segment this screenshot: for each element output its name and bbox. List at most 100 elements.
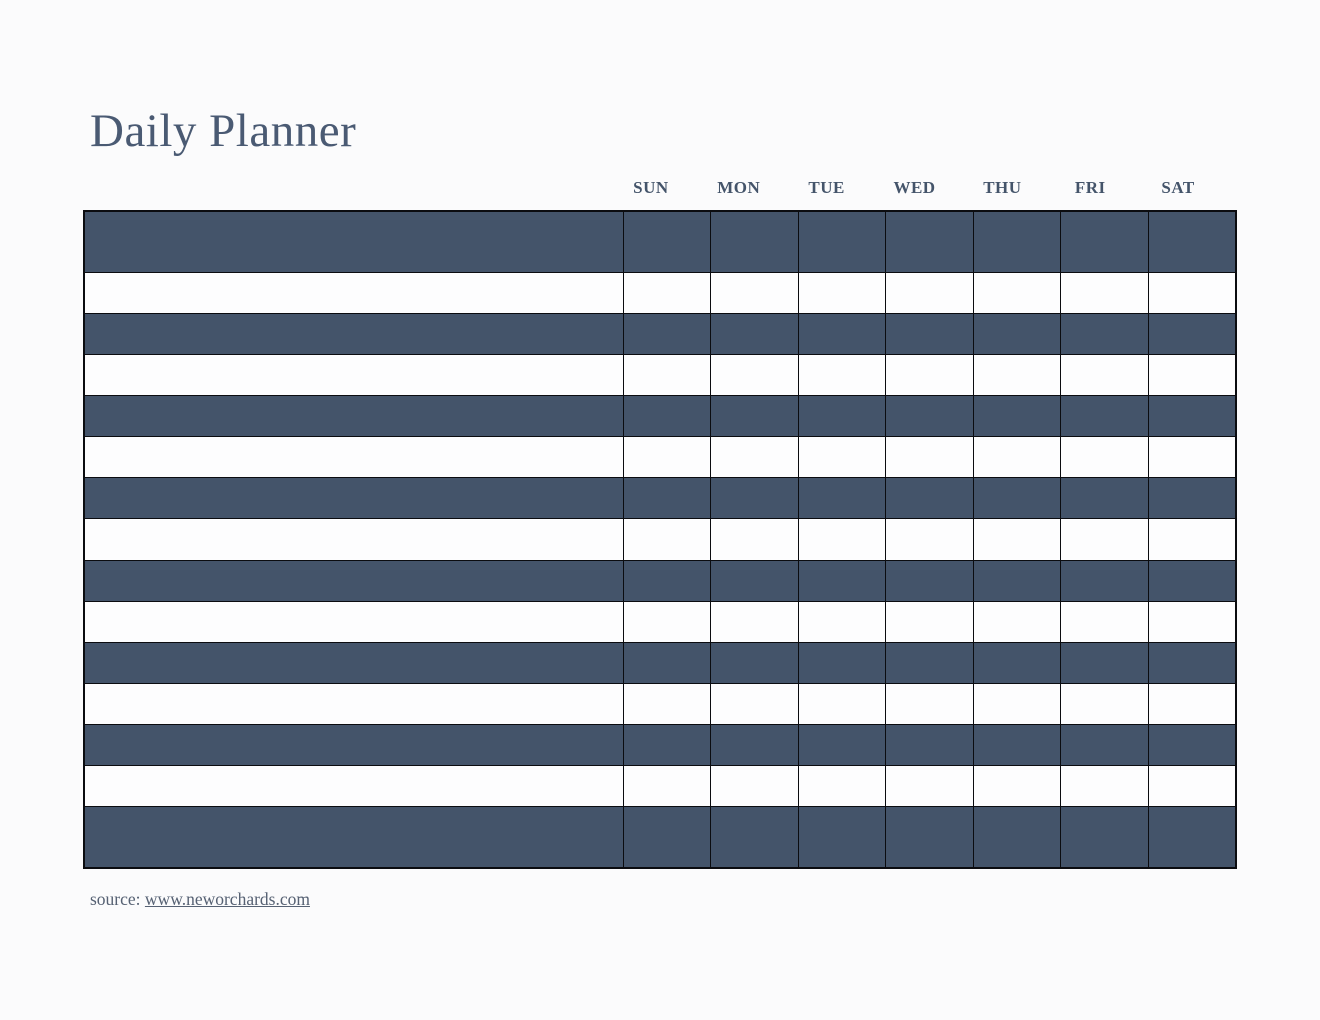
day-cell-fri: [1060, 477, 1149, 520]
day-cell-fri: [1060, 313, 1149, 356]
day-cell-wed: [885, 805, 974, 869]
day-cell-fri: [1060, 395, 1149, 438]
day-cell-fri: [1060, 723, 1149, 766]
planner-row: [83, 313, 1237, 356]
day-cell-mon: [710, 600, 799, 643]
day-cell-fri: [1060, 764, 1149, 807]
day-cell-sun: [622, 395, 712, 438]
task-cell: [83, 477, 624, 520]
task-cell: [83, 313, 624, 356]
source-line: source: www.neworchards.com: [90, 888, 310, 911]
day-cell-thu: [972, 518, 1062, 561]
day-header-sun: SUN: [633, 178, 669, 197]
day-cell-sat: [1147, 600, 1237, 643]
day-cell-thu: [972, 805, 1062, 869]
day-cell-sun: [622, 764, 712, 807]
day-cell-sun: [622, 641, 712, 684]
day-cell-fri: [1060, 641, 1149, 684]
day-cell-mon: [710, 436, 799, 479]
task-cell: [83, 436, 624, 479]
day-header-sat: SAT: [1161, 178, 1195, 197]
day-cell-sat: [1147, 805, 1237, 869]
day-cell-wed: [885, 477, 974, 520]
day-cell-mon: [710, 682, 799, 725]
planner-row: [83, 600, 1237, 643]
day-cell-sun: [622, 272, 712, 315]
day-cell-tue: [797, 436, 887, 479]
planner-row: [83, 723, 1237, 766]
day-cell-wed: [885, 600, 974, 643]
day-cell-sun: [622, 805, 712, 869]
task-cell: [83, 805, 624, 869]
day-cell-tue: [797, 764, 887, 807]
day-cell-wed: [885, 395, 974, 438]
day-cell-thu: [972, 272, 1062, 315]
day-cell-sat: [1147, 210, 1237, 274]
day-cell-tue: [797, 559, 887, 602]
planner-row: [83, 805, 1237, 869]
day-cell-wed: [885, 723, 974, 766]
day-cell-tue: [797, 313, 887, 356]
day-cell-mon: [710, 272, 799, 315]
day-cell-wed: [885, 682, 974, 725]
planner-row: [83, 436, 1237, 479]
source-label: source:: [90, 889, 145, 909]
day-cell-thu: [972, 559, 1062, 602]
day-cell-sun: [622, 477, 712, 520]
day-cell-thu: [972, 354, 1062, 397]
day-cell-mon: [710, 354, 799, 397]
day-cell-tue: [797, 682, 887, 725]
day-header-thu: THU: [983, 178, 1022, 197]
day-cell-mon: [710, 723, 799, 766]
day-cell-thu: [972, 682, 1062, 725]
day-cell-thu: [972, 600, 1062, 643]
day-cell-fri: [1060, 436, 1149, 479]
source-link[interactable]: www.neworchards.com: [144, 889, 310, 909]
day-cell-thu: [972, 313, 1062, 356]
day-cell-mon: [710, 559, 799, 602]
day-cell-wed: [885, 354, 974, 397]
day-cell-tue: [797, 272, 887, 315]
day-cell-sun: [622, 354, 712, 397]
day-cell-sat: [1147, 272, 1237, 315]
day-header-tue: TUE: [808, 178, 845, 197]
day-cell-thu: [972, 764, 1062, 807]
task-cell: [83, 764, 624, 807]
day-cell-sun: [622, 559, 712, 602]
day-cell-fri: [1060, 600, 1149, 643]
day-cell-sat: [1147, 682, 1237, 725]
day-cell-mon: [710, 641, 799, 684]
day-cell-sun: [622, 313, 712, 356]
day-cell-wed: [885, 764, 974, 807]
day-headers-row: SUN MON TUE WED THU FRI SAT: [622, 177, 1237, 203]
day-cell-sat: [1147, 436, 1237, 479]
day-cell-sun: [622, 436, 712, 479]
day-header-fri: FRI: [1074, 178, 1106, 197]
day-cell-fri: [1060, 559, 1149, 602]
day-cell-tue: [797, 805, 887, 869]
planner-row: [83, 354, 1237, 397]
day-cell-mon: [710, 210, 799, 274]
day-cell-mon: [710, 313, 799, 356]
day-cell-tue: [797, 723, 887, 766]
day-cell-sun: [622, 723, 712, 766]
day-cell-mon: [710, 395, 799, 438]
day-cell-wed: [885, 436, 974, 479]
planner-row: [83, 477, 1237, 520]
day-cell-tue: [797, 641, 887, 684]
day-cell-wed: [885, 559, 974, 602]
day-cell-wed: [885, 641, 974, 684]
planner-grid-body: [83, 210, 1237, 869]
task-cell: [83, 210, 624, 274]
day-cell-thu: [972, 641, 1062, 684]
task-cell: [83, 600, 624, 643]
planner-row: [83, 559, 1237, 602]
task-cell: [83, 272, 624, 315]
day-cell-sun: [622, 682, 712, 725]
task-cell: [83, 641, 624, 684]
day-cell-sat: [1147, 559, 1237, 602]
day-cell-mon: [710, 518, 799, 561]
task-cell: [83, 395, 624, 438]
planner-row: [83, 518, 1237, 561]
